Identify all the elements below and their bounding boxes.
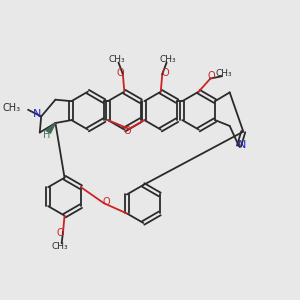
- Text: CH₃: CH₃: [109, 55, 125, 64]
- Text: CH₃: CH₃: [160, 55, 176, 64]
- Text: CH₃: CH₃: [52, 242, 68, 251]
- Text: N: N: [33, 109, 41, 119]
- Text: H: H: [43, 130, 50, 140]
- Polygon shape: [46, 123, 56, 133]
- Text: CH₃: CH₃: [3, 103, 21, 113]
- Text: O: O: [102, 197, 110, 207]
- Text: CH₃: CH₃: [215, 69, 232, 78]
- Text: N: N: [238, 140, 247, 150]
- Text: O: O: [207, 71, 215, 81]
- Text: O: O: [161, 68, 169, 78]
- Text: O: O: [116, 68, 124, 78]
- Text: O: O: [124, 126, 131, 136]
- Text: O: O: [56, 228, 64, 238]
